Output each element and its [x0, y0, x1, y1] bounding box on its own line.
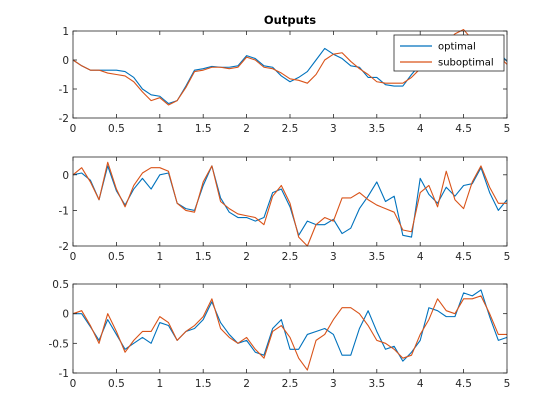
x-tick-label: 2 — [243, 123, 250, 135]
y-tick-label: -2 — [59, 113, 69, 125]
y-tick-label: 0 — [62, 309, 69, 321]
x-tick-label: 1 — [156, 378, 163, 390]
x-tick-label: 2 — [243, 378, 250, 390]
series-line-suboptimal — [72, 295, 507, 371]
x-tick-label: 5 — [504, 251, 511, 263]
y-tick-label: 0.5 — [52, 279, 69, 291]
y-tick-label: 1 — [62, 26, 69, 38]
series-line-optimal — [72, 165, 508, 238]
x-tick-label: 4.5 — [455, 378, 472, 390]
x-tick-label: 3 — [330, 251, 337, 263]
series-line-suboptimal — [72, 161, 507, 247]
x-tick-label: 0 — [70, 123, 77, 135]
x-tick-label: 3.5 — [368, 123, 385, 135]
x-tick-label: 0 — [70, 251, 77, 263]
x-tick-label: 1.5 — [195, 251, 212, 263]
x-tick-label: 1.5 — [195, 378, 212, 390]
axes-box — [72, 283, 508, 374]
y-tick-label: -2 — [59, 241, 69, 253]
x-tick-label: 1 — [156, 251, 163, 263]
x-tick-label: 2.5 — [282, 251, 299, 263]
x-tick-label: 5 — [504, 378, 511, 390]
x-tick-label: 0.5 — [108, 251, 125, 263]
x-tick-label: 2 — [243, 251, 250, 263]
x-tick-label: 4 — [417, 378, 424, 390]
x-tick-label: 2.5 — [282, 378, 299, 390]
y-tick-label: -1 — [59, 84, 69, 96]
x-tick-label: 4 — [417, 123, 424, 135]
legend: optimal suboptimal — [393, 34, 505, 72]
legend-label-optimal: optimal — [438, 42, 476, 53]
y-tick-label: -1 — [59, 205, 69, 217]
x-tick-label: 0.5 — [108, 123, 125, 135]
y-tick-label: -1 — [59, 368, 69, 380]
x-tick-label: 4 — [417, 251, 424, 263]
x-tick-label: 0 — [70, 378, 77, 390]
axes-box — [72, 156, 508, 247]
x-tick-label: 2.5 — [282, 123, 299, 135]
x-tick-label: 4.5 — [455, 251, 472, 263]
x-tick-label: 3.5 — [368, 378, 385, 390]
legend-label-suboptimal: suboptimal — [438, 58, 494, 69]
x-tick-label: 1.5 — [195, 123, 212, 135]
subplot-3: 0 0.5 1 1.5 2 2.5 3 3.5 4 4.5 5 -1 -0.5 0 0.5 — [49, 279, 511, 390]
y-tick-label: -0.5 — [49, 338, 70, 350]
x-tick-label: 5 — [504, 123, 511, 135]
y-tick-label: 0 — [62, 170, 69, 182]
y-tick-label: 0 — [62, 55, 69, 67]
legend-box — [393, 34, 505, 72]
x-tick-label: 1 — [156, 123, 163, 135]
subplot-1: 0 0.5 1 1.5 2 2.5 3 3.5 4 4.5 5 -2 -1 0 1 optimal subopt… — [59, 26, 511, 135]
series-line-optimal — [73, 289, 508, 362]
x-tick-label: 0.5 — [108, 378, 125, 390]
x-tick-label: 3 — [330, 378, 337, 390]
x-tick-label: 3 — [330, 123, 337, 135]
x-tick-label: 3.5 — [368, 251, 385, 263]
figure-title: Outputs — [264, 13, 316, 27]
subplot-2: 0 0.5 1 1.5 2 2.5 3 3.5 4 4.5 5 -2 -1 0 — [59, 156, 511, 263]
x-tick-label: 4.5 — [455, 123, 472, 135]
